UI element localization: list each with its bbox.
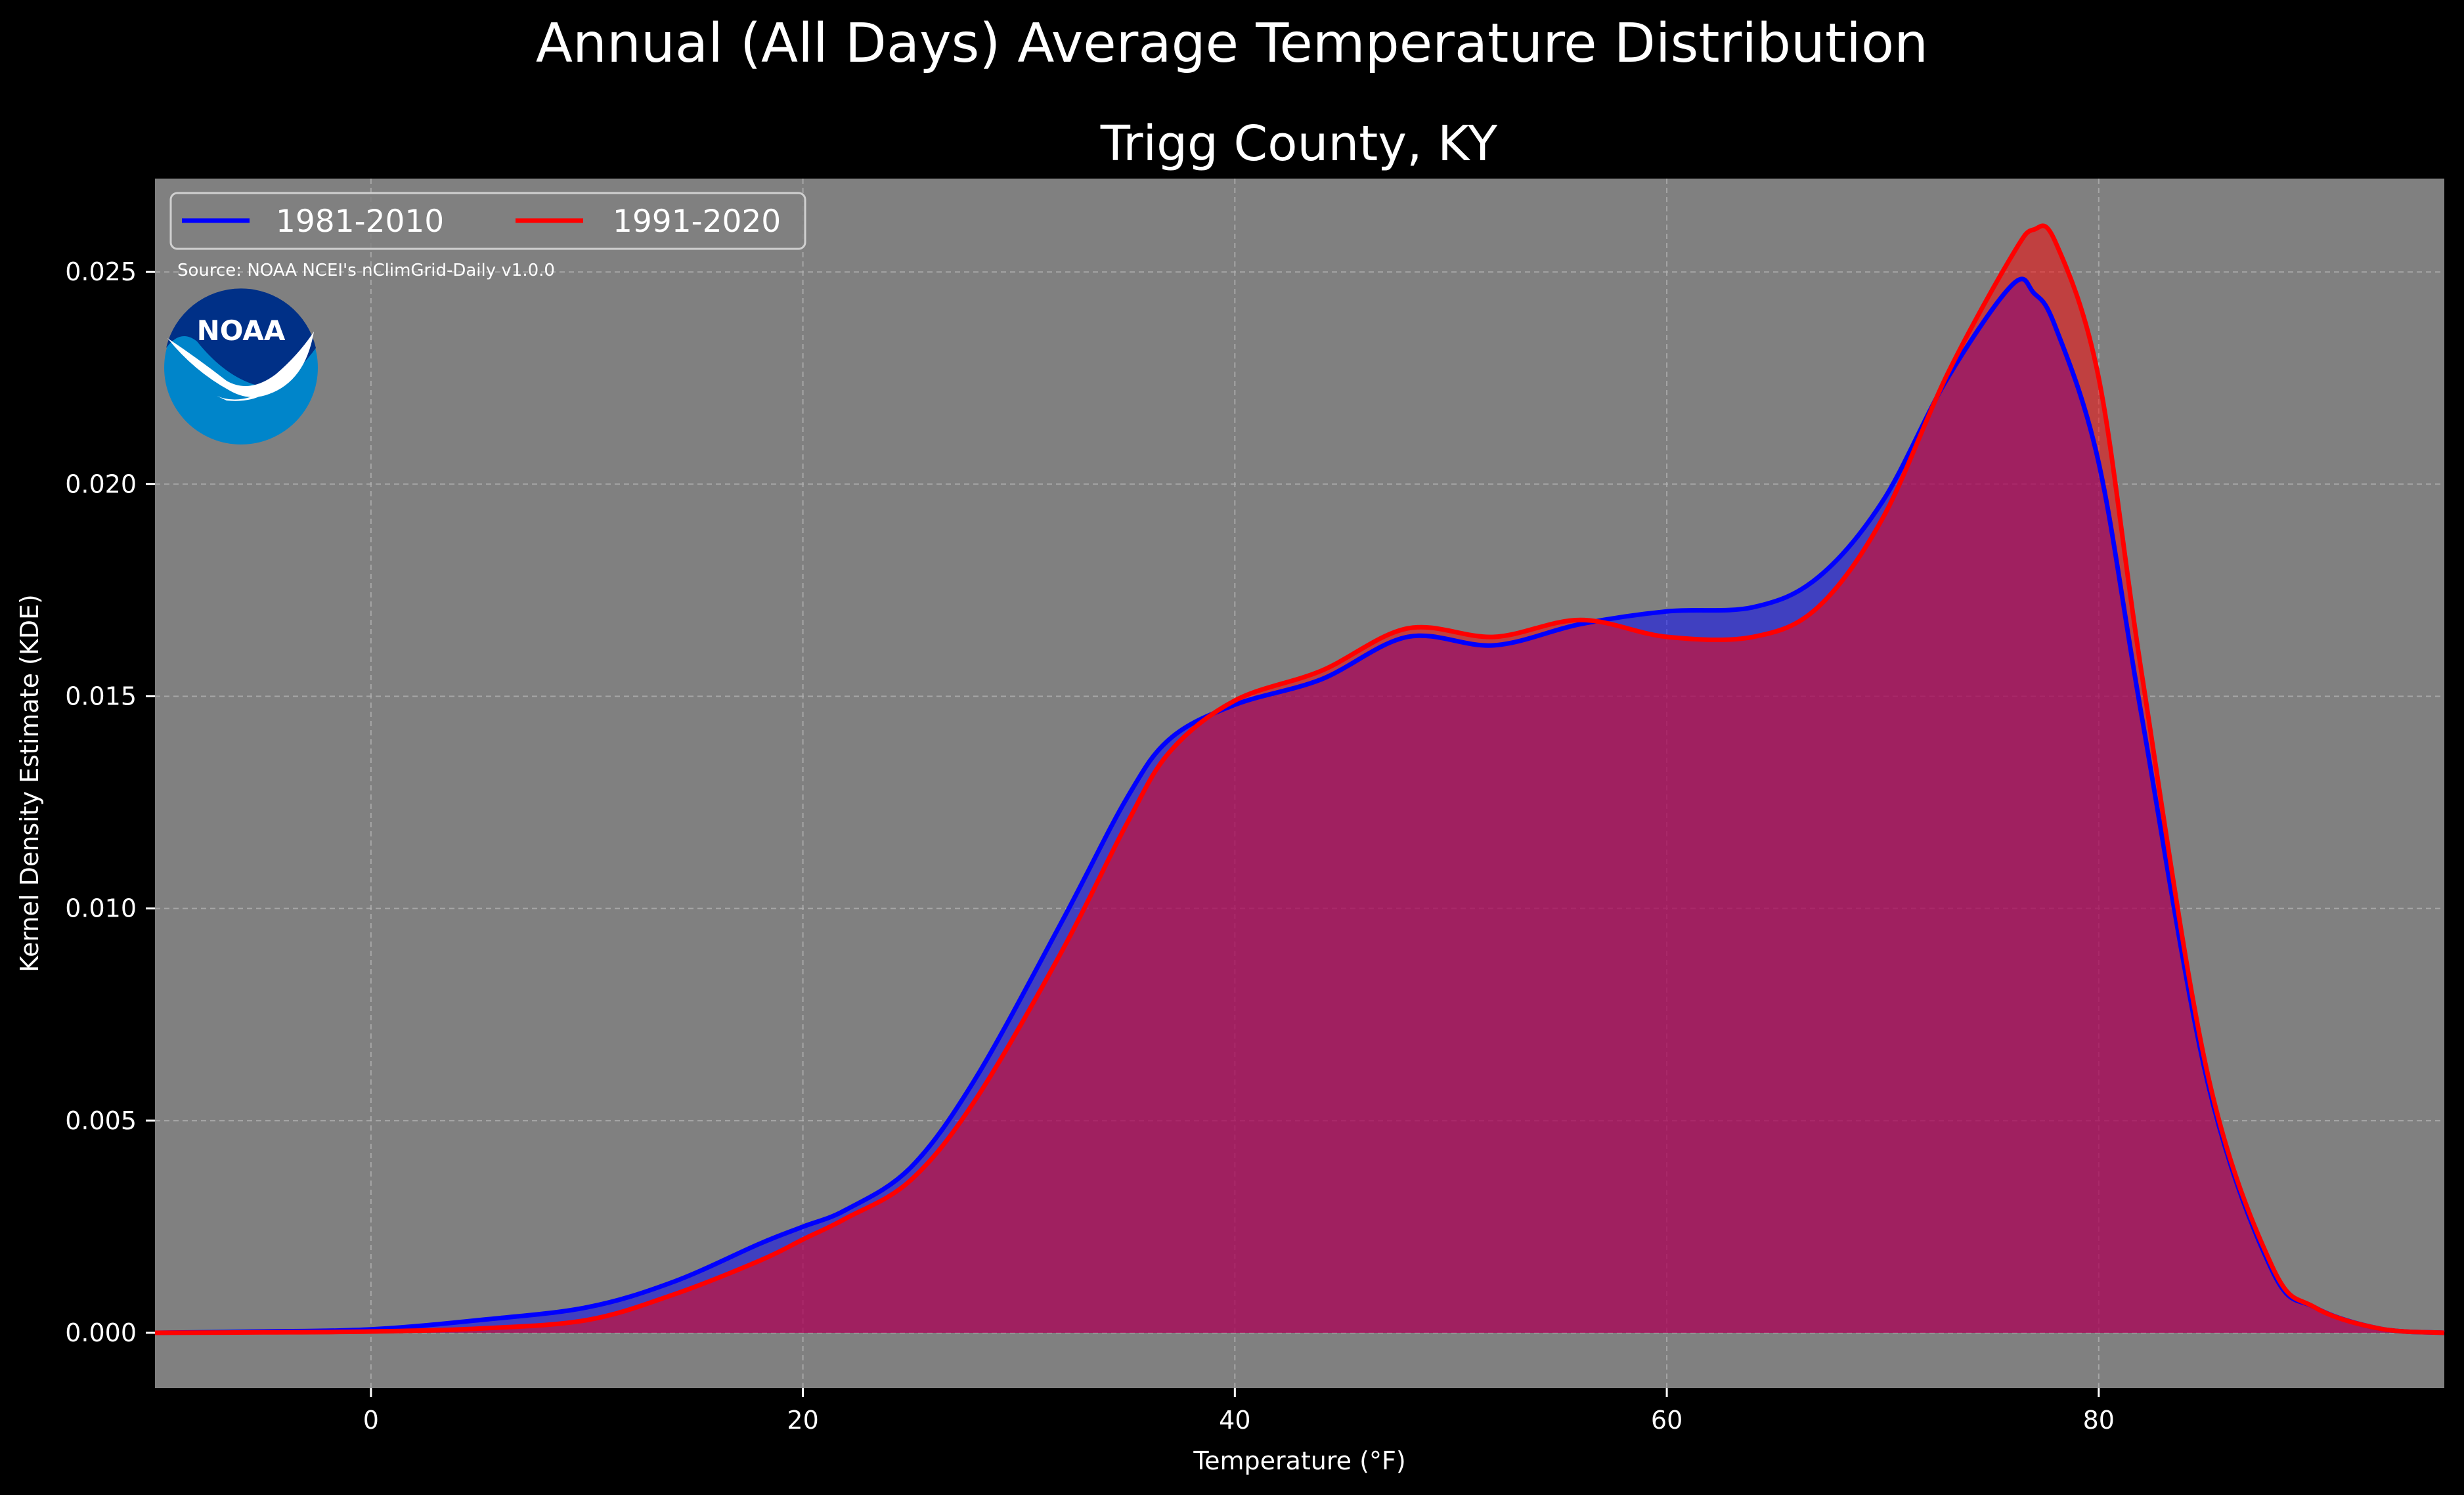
y-tick-label: 0.025 bbox=[65, 257, 137, 286]
y-axis-label: Kernel Density Estimate (KDE) bbox=[15, 594, 44, 972]
density-areas bbox=[155, 225, 2444, 1333]
legend-label-1991-2020: 1991-2020 bbox=[613, 204, 781, 240]
x-tick-label: 20 bbox=[787, 1406, 818, 1435]
line-1991-2020 bbox=[154, 223, 2445, 1335]
x-tick-label: 80 bbox=[2083, 1406, 2115, 1435]
x-axis-label: Temperature (°F) bbox=[1193, 1446, 1405, 1475]
legend-label-1981-2010: 1981-2010 bbox=[276, 204, 444, 240]
source-note: Source: NOAA NCEI's nClimGrid-Daily v1.0… bbox=[177, 261, 555, 280]
y-tick-label: 0.020 bbox=[65, 469, 137, 498]
plot-subtitle: Trigg County, KY bbox=[1100, 116, 1498, 172]
x-axis-ticks: 0 20 40 60 80 bbox=[363, 1388, 2115, 1435]
figure-title: Annual (All Days) Average Temperature Di… bbox=[536, 12, 1928, 75]
area-1991-2020 bbox=[155, 225, 2444, 1333]
legend: 1981-2010 1991-2020 bbox=[169, 192, 806, 250]
x-tick-label: 60 bbox=[1651, 1406, 1683, 1435]
y-axis-ticks: 0.000 0.005 0.010 0.015 0.020 0.025 bbox=[65, 257, 155, 1347]
x-tick-label: 40 bbox=[1219, 1406, 1250, 1435]
x-tick-label: 0 bbox=[363, 1406, 379, 1435]
y-tick-label: 0.005 bbox=[65, 1106, 137, 1135]
density-lines bbox=[154, 223, 2445, 1335]
y-tick-label: 0.010 bbox=[65, 894, 137, 923]
legend-box bbox=[169, 192, 806, 250]
y-tick-label: 0.000 bbox=[65, 1318, 137, 1347]
noaa-logo-icon: NOAA bbox=[164, 288, 318, 444]
logo-wordmark: NOAA bbox=[197, 314, 286, 347]
line-1981-2010 bbox=[154, 276, 2445, 1335]
y-tick-label: 0.015 bbox=[65, 682, 137, 711]
